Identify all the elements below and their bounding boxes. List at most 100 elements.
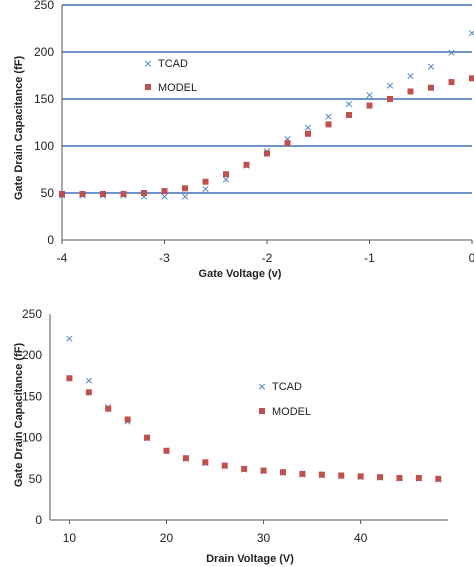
chart1-model-point	[161, 188, 168, 195]
chart1-xtick-label: -2	[262, 251, 273, 265]
chart2-model-point	[221, 462, 228, 469]
chart1-tcad-point: ×	[426, 60, 435, 73]
chart2-model-point	[144, 434, 151, 441]
chart2-model-point	[85, 389, 92, 396]
chart2-legend: × TCAD MODEL	[257, 380, 311, 418]
chart1-model-point	[325, 121, 332, 128]
chart1-tcad-point: ×	[283, 132, 292, 145]
chart2-model-point	[396, 474, 403, 481]
chart2-ytick-label: 250	[22, 307, 42, 321]
chart1-model-point	[202, 178, 209, 185]
chart1-model-point	[264, 150, 270, 157]
chart2-ytick-label: 150	[22, 389, 42, 403]
chart2-model-point	[105, 405, 112, 412]
chart1-model-point	[346, 111, 352, 118]
chart2-model-point	[357, 473, 364, 480]
chart2-model-point	[241, 465, 248, 472]
chart1-legend-model-label: MODEL	[158, 82, 197, 94]
chart1-legend: × TCAD MODEL	[143, 57, 197, 94]
chart1-tcad-point: ×	[447, 46, 456, 59]
chart2-model-point	[299, 470, 306, 477]
chart2-model-point	[163, 447, 170, 454]
chart2-model-point	[124, 416, 131, 423]
chart2-model-point	[279, 469, 286, 476]
chart2-xlabel: Drain Voltage (V)	[206, 553, 294, 565]
chart2-tick-labels: 0 50 100 150 200 250 10 20 30 40	[22, 307, 368, 545]
chart2-xtick-label: 40	[354, 531, 368, 545]
chart2-ytick-label: 50	[29, 472, 43, 486]
chart1-model-point	[428, 84, 434, 91]
chart1-model-point	[59, 190, 65, 197]
chart-drain-voltage: ×××××××××××××××××××× 0501001502002501020…	[13, 307, 448, 565]
chart2-marks: ××××××××××××××××××××	[65, 332, 443, 486]
chart1-ytick-label: 100	[34, 139, 54, 153]
chart1-xtick-label: 0	[469, 251, 474, 265]
chart2-xtick-label: 20	[160, 531, 174, 545]
chart2-model-point	[415, 474, 422, 481]
chart2-model-point	[318, 471, 325, 478]
chart1-tcad-point: ×	[324, 110, 333, 123]
chart1-tcad-point: ×	[201, 182, 210, 195]
chart1-xtick-label: -4	[57, 251, 68, 265]
chart1-tcad-point: ×	[180, 190, 189, 203]
chart1-model-point	[284, 140, 291, 147]
chart1-tcad-point: ×	[365, 88, 374, 101]
chart2-model-point	[338, 472, 345, 479]
chart1-legend-tcad-label: TCAD	[158, 58, 188, 70]
chart1-model-point	[120, 190, 127, 197]
chart2-ytick-label: 200	[22, 348, 42, 362]
chart1-ytick-label: 250	[34, 0, 54, 12]
chart1-xlabel: Gate Voltage (v)	[199, 268, 282, 280]
chart1-model-point	[79, 190, 86, 197]
chart1-model-point	[448, 79, 455, 86]
chart1-model-point	[243, 161, 250, 168]
chart2-model-point	[435, 475, 442, 482]
chart2-legend-model-marker	[259, 408, 265, 414]
chart2-model-point	[66, 375, 73, 382]
chart1-model-point	[407, 88, 414, 95]
chart2-legend-tcad-marker: ×	[257, 380, 266, 393]
chart-gate-voltage: ××××××××××××××××××××× 050100150200250-4-…	[13, 0, 474, 280]
chart1-model-point	[223, 171, 229, 178]
chart1-model-point	[469, 75, 474, 82]
chart1-model-point	[100, 190, 106, 197]
chart1-tcad-point: ×	[139, 190, 148, 203]
chart2-ytick-label: 0	[35, 513, 42, 527]
chart1-legend-model-marker	[145, 84, 151, 90]
chart1-tcad-point: ×	[221, 173, 230, 186]
chart1-model-point	[366, 102, 373, 109]
chart1-tcad-point: ×	[406, 70, 415, 83]
chart2-model-point	[377, 474, 384, 481]
chart2-ytick-label: 100	[22, 431, 42, 445]
chart2-legend-model-label: MODEL	[272, 406, 311, 418]
chart1-model-point	[387, 96, 393, 102]
chart2-model-point	[260, 467, 267, 474]
chart2-ylabel: Gate Drain Capacitance (fF)	[13, 343, 25, 488]
chart2-tcad-point: ×	[84, 374, 93, 387]
chart1-tcad-point: ×	[344, 98, 353, 111]
chart1-marks: ×××××××××××××××××××××	[57, 26, 474, 203]
chart1-tick-labels: 0 50 100 150 200 250 -4 -3 -2 -1 0	[34, 0, 474, 265]
chart2-xtick-label: 30	[257, 531, 271, 545]
chart1-legend-tcad-marker: ×	[143, 57, 152, 70]
chart1-tcad-point: ×	[385, 79, 394, 92]
chart1-ytick-label: 50	[41, 186, 55, 200]
chart2-model-point	[202, 459, 209, 466]
chart1-tcad-point: ×	[303, 121, 312, 134]
chart2-xtick-label: 10	[63, 531, 77, 545]
chart1-model-point	[182, 185, 188, 192]
chart1-xtick-label: -3	[159, 251, 170, 265]
chart2-tcad-point: ×	[65, 332, 74, 345]
chart1-tcad-point: ×	[467, 26, 474, 39]
chart1-ylabel: Gate Drain Capacitance (fF)	[13, 56, 25, 201]
chart1-tcad-point: ×	[160, 190, 169, 203]
chart1-axes	[61, 5, 473, 244]
chart2-model-point	[182, 455, 189, 462]
chart1-ytick-label: 150	[34, 92, 54, 106]
chart2-axes	[49, 314, 448, 524]
chart1-ytick-label: 200	[34, 45, 54, 59]
chart1-gridlines	[62, 4, 472, 194]
chart1-model-point	[141, 190, 147, 196]
chart1-model-point	[305, 130, 311, 137]
